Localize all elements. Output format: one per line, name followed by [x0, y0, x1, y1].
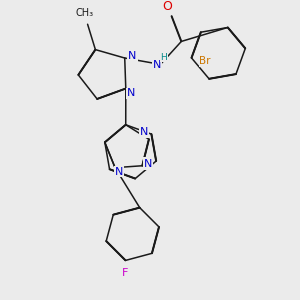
Text: Br: Br	[200, 56, 211, 66]
Text: N: N	[127, 88, 135, 98]
Text: CH₃: CH₃	[76, 8, 94, 17]
Text: H: H	[160, 52, 167, 62]
Text: O: O	[163, 0, 172, 13]
Text: N: N	[144, 159, 152, 169]
Text: N: N	[115, 167, 123, 177]
Text: F: F	[122, 268, 129, 278]
Text: N: N	[153, 60, 161, 70]
Text: N: N	[128, 51, 137, 61]
Text: N: N	[140, 127, 148, 137]
Text: N: N	[144, 158, 152, 168]
